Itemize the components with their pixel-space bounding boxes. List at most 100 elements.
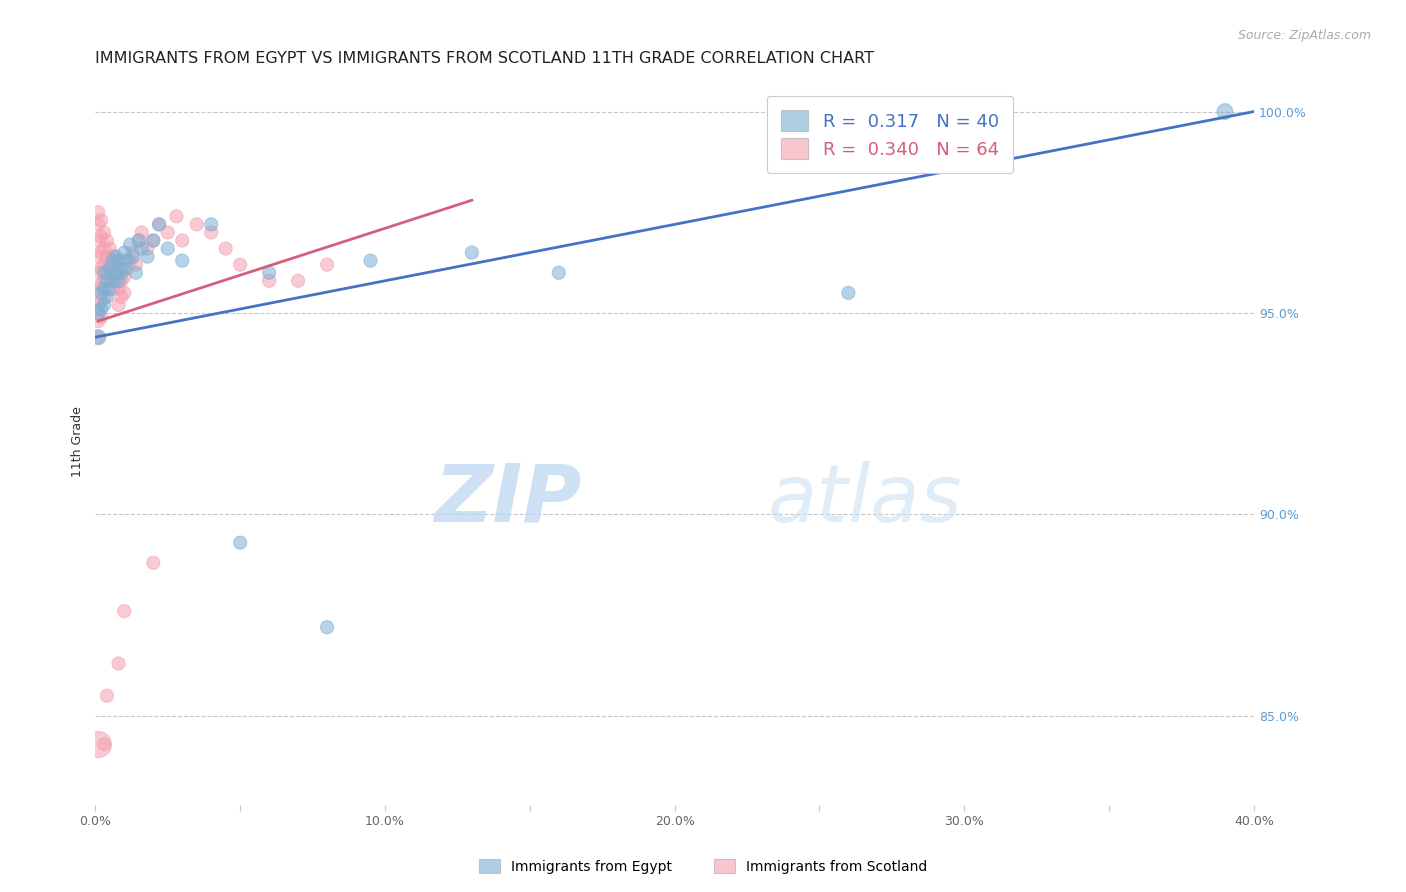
- Point: [98, 261, 121, 276]
- Legend: Immigrants from Egypt, Immigrants from Scotland: Immigrants from Egypt, Immigrants from S…: [472, 852, 934, 880]
- Point: [461, 245, 484, 260]
- Point: [120, 237, 142, 252]
- Point: [93, 290, 115, 304]
- Point: [125, 266, 148, 280]
- Point: [200, 226, 222, 240]
- Point: [87, 234, 110, 248]
- Point: [96, 689, 118, 703]
- Point: [229, 258, 252, 272]
- Point: [87, 205, 110, 219]
- Point: [104, 274, 127, 288]
- Point: [112, 253, 135, 268]
- Point: [1213, 104, 1236, 119]
- Point: [93, 242, 115, 256]
- Point: [360, 253, 382, 268]
- Text: IMMIGRANTS FROM EGYPT VS IMMIGRANTS FROM SCOTLAND 11TH GRADE CORRELATION CHART: IMMIGRANTS FROM EGYPT VS IMMIGRANTS FROM…: [96, 51, 875, 66]
- Point: [101, 253, 124, 268]
- Point: [112, 261, 135, 276]
- Point: [90, 213, 112, 227]
- Point: [90, 301, 112, 316]
- Point: [215, 242, 238, 256]
- Point: [101, 274, 124, 288]
- Point: [90, 229, 112, 244]
- Text: atlas: atlas: [768, 461, 962, 539]
- Point: [115, 253, 138, 268]
- Point: [93, 282, 115, 296]
- Point: [87, 306, 110, 320]
- Point: [98, 282, 121, 296]
- Point: [90, 245, 112, 260]
- Point: [90, 277, 112, 292]
- Point: [93, 298, 115, 312]
- Point: [148, 218, 170, 232]
- Point: [93, 737, 115, 751]
- Point: [87, 737, 110, 751]
- Point: [200, 218, 222, 232]
- Point: [90, 261, 112, 276]
- Point: [316, 258, 339, 272]
- Point: [93, 266, 115, 280]
- Point: [107, 274, 129, 288]
- Text: Source: ZipAtlas.com: Source: ZipAtlas.com: [1237, 29, 1371, 43]
- Point: [131, 226, 153, 240]
- Point: [93, 274, 115, 288]
- Point: [112, 269, 135, 284]
- Point: [186, 218, 208, 232]
- Point: [87, 282, 110, 296]
- Point: [316, 620, 339, 634]
- Point: [136, 242, 159, 256]
- Point: [101, 266, 124, 280]
- Point: [87, 298, 110, 312]
- Point: [90, 293, 112, 308]
- Point: [104, 250, 127, 264]
- Point: [87, 314, 110, 328]
- Point: [96, 234, 118, 248]
- Point: [165, 210, 187, 224]
- Text: ZIP: ZIP: [434, 461, 582, 539]
- Point: [112, 604, 135, 618]
- Point: [257, 274, 280, 288]
- Point: [98, 242, 121, 256]
- Point: [136, 250, 159, 264]
- Point: [96, 290, 118, 304]
- Y-axis label: 11th Grade: 11th Grade: [72, 407, 84, 477]
- Point: [287, 274, 309, 288]
- Point: [142, 234, 165, 248]
- Point: [142, 556, 165, 570]
- Point: [104, 266, 127, 280]
- Point: [98, 274, 121, 288]
- Point: [87, 330, 110, 344]
- Point: [547, 266, 569, 280]
- Point: [122, 245, 145, 260]
- Point: [120, 253, 142, 268]
- Point: [107, 298, 129, 312]
- Point: [107, 266, 129, 280]
- Point: [229, 535, 252, 549]
- Point: [93, 226, 115, 240]
- Legend: R =  0.317   N = 40, R =  0.340   N = 64: R = 0.317 N = 40, R = 0.340 N = 64: [766, 95, 1014, 173]
- Point: [107, 253, 129, 268]
- Point: [87, 266, 110, 280]
- Point: [107, 282, 129, 296]
- Point: [172, 234, 194, 248]
- Point: [96, 250, 118, 264]
- Point: [90, 285, 112, 300]
- Point: [128, 234, 150, 248]
- Point: [87, 250, 110, 264]
- Point: [98, 258, 121, 272]
- Point: [110, 290, 132, 304]
- Point: [87, 330, 110, 344]
- Point: [110, 274, 132, 288]
- Point: [96, 266, 118, 280]
- Point: [257, 266, 280, 280]
- Point: [104, 258, 127, 272]
- Point: [107, 657, 129, 671]
- Point: [96, 274, 118, 288]
- Point: [110, 266, 132, 280]
- Point: [101, 250, 124, 264]
- Point: [101, 282, 124, 296]
- Point: [122, 250, 145, 264]
- Point: [125, 258, 148, 272]
- Point: [112, 245, 135, 260]
- Point: [172, 253, 194, 268]
